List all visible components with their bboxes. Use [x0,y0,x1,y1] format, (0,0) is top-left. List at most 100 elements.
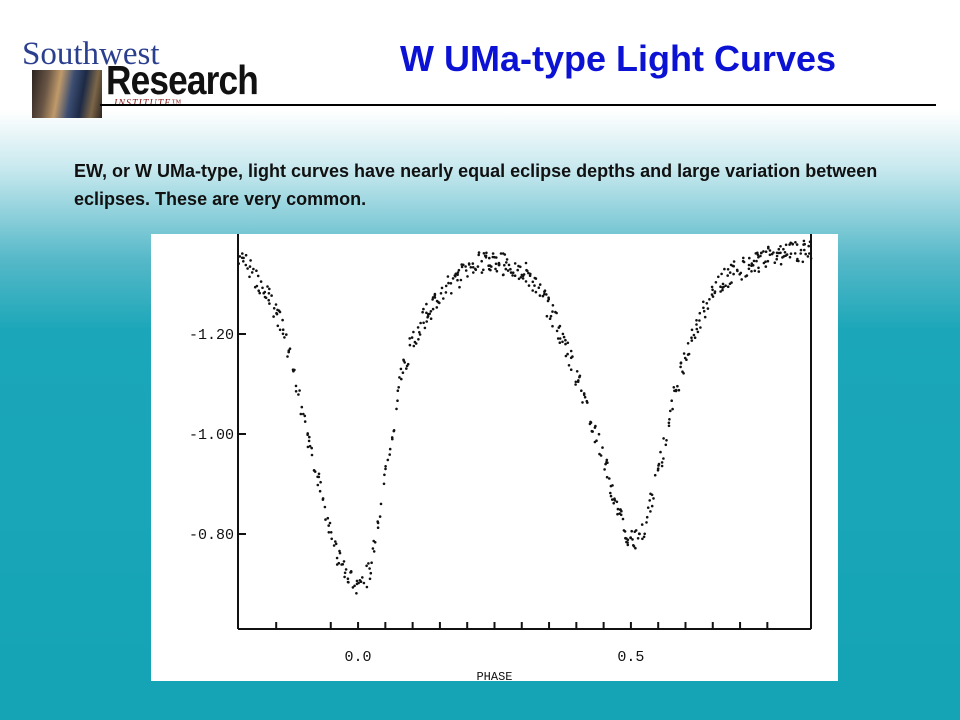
data-point [768,249,772,252]
data-point [795,243,799,246]
data-point [656,469,660,472]
data-point [310,446,313,450]
data-point [693,336,697,339]
data-point [471,262,475,265]
data-point [376,526,380,529]
data-point [467,263,471,266]
data-point [549,314,553,318]
data-point [527,284,531,287]
y-tick-label: -1.20 [189,327,234,344]
data-point [648,499,651,502]
data-point [538,283,542,286]
data-point [396,389,400,392]
data-point [337,561,341,565]
data-point [422,321,425,325]
data-point [327,531,331,534]
data-point [440,286,444,290]
data-point [482,252,486,255]
data-point [258,291,261,295]
data-point [422,307,425,311]
data-point [328,521,332,525]
data-point [676,384,679,388]
data-point [477,253,481,257]
data-point [317,472,321,476]
data-point [413,340,417,344]
data-point [376,521,380,525]
data-point [429,310,433,313]
data-point [237,262,240,265]
data-point [564,342,567,346]
data-point [807,244,810,248]
data-point [543,292,546,296]
data-point [419,321,422,325]
data-point [645,521,648,524]
slide-title: W UMa-type Light Curves [399,38,837,79]
title-divider [100,104,936,106]
data-point [747,263,751,267]
data-point [621,517,625,521]
data-point [672,386,676,389]
data-point [784,243,788,247]
data-point [679,361,683,364]
data-point [808,240,812,244]
data-point [264,296,268,300]
data-point [762,250,765,253]
data-point [489,268,492,272]
data-point [773,261,777,264]
data-point [793,252,797,255]
data-point [300,405,304,409]
data-point [736,269,739,273]
data-point [575,370,579,373]
data-point [574,383,577,386]
data-point [582,392,586,395]
data-point [789,252,793,255]
data-point [699,326,702,329]
data-point [583,395,587,399]
data-point [517,277,521,281]
data-point [310,453,314,457]
data-point [660,461,664,464]
data-point [428,312,432,316]
data-point [446,275,450,278]
data-point [767,247,770,250]
data-point [619,513,623,517]
data-point [476,265,480,268]
data-point [690,336,693,339]
data-point [561,332,565,336]
y-axis: -1.20 -1.00 -0.80 [189,327,246,544]
data-point [399,367,403,371]
data-point [606,461,609,464]
data-point [710,285,714,289]
data-point [324,518,327,521]
data-point [695,319,698,322]
data-point [519,276,523,279]
data-point [511,274,514,277]
data-point [564,338,567,342]
data-point [256,274,260,278]
data-point [756,251,759,255]
y-tick-label: -1.00 [189,427,234,444]
data-point [657,462,661,466]
data-point [679,365,682,369]
data-point [742,256,745,260]
data-point [457,268,461,272]
data-point [775,254,779,258]
data-point [524,261,528,265]
data-point [564,354,568,358]
data-point [613,499,617,502]
data-point [555,329,559,333]
x-tick-label: 0.5 [617,649,644,666]
data-point [645,515,649,519]
data-point [330,537,333,541]
data-point [313,470,317,473]
data-point [485,251,488,255]
data-point [442,297,445,300]
data-point [318,489,322,493]
data-point [768,253,772,257]
data-point [501,273,505,277]
data-point [421,310,424,314]
data-point [507,263,511,267]
data-point [803,242,806,246]
data-point [695,323,698,326]
data-point [497,261,501,265]
